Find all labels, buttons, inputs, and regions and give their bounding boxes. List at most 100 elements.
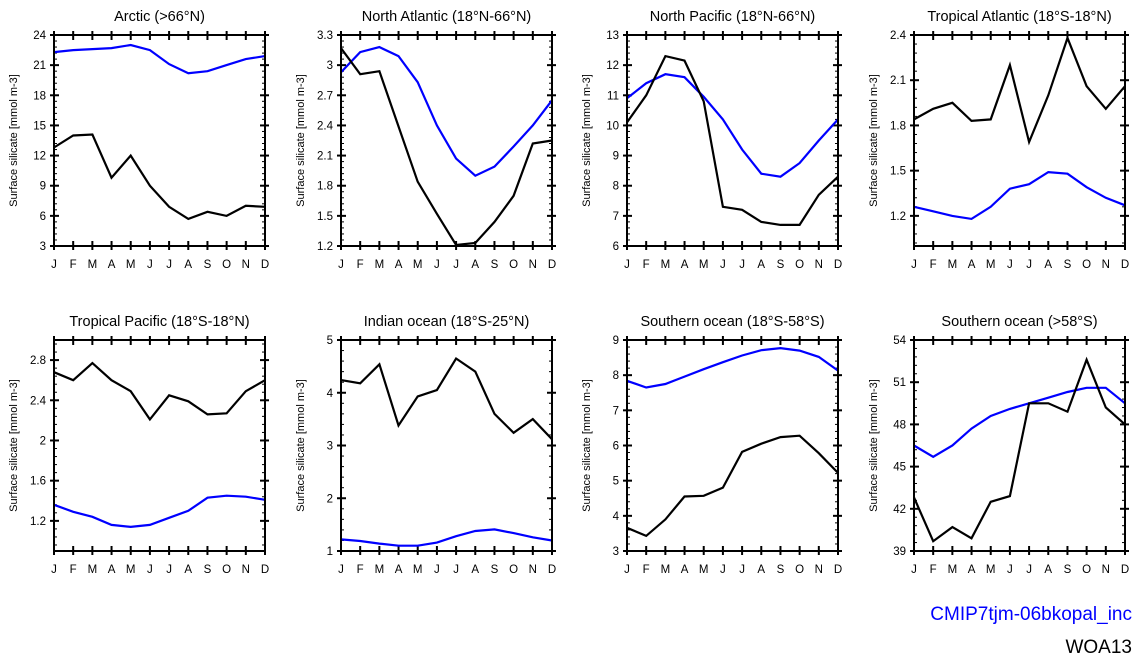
- x-tick-label: F: [70, 259, 77, 271]
- y-tick-label: 12: [33, 151, 46, 163]
- y-tick-label: 3: [327, 60, 333, 72]
- series-line-model: [340, 528, 553, 547]
- panel-7: Southern ocean (18°S-58°S) Surface silica…: [581, 314, 842, 576]
- y-tick-label: 3.3: [317, 30, 333, 42]
- legend-label-observations: WOA13: [1065, 637, 1132, 658]
- y-tick-label: 2.4: [30, 395, 47, 407]
- x-tick-label: A: [395, 564, 403, 576]
- x-tick-label: J: [739, 564, 745, 576]
- y-axis-label: Surface silicate [mmol m-3]: [8, 74, 20, 207]
- panel-title: Southern ocean (>58°S): [941, 314, 1097, 330]
- y-tick-label: 1.5: [890, 166, 906, 178]
- panel-6: Indian ocean (18°S-25°N) Surface silicate…: [295, 314, 556, 576]
- y-tick-label: 10: [606, 120, 619, 132]
- series-line-observations: [340, 356, 553, 440]
- y-tick-label: 45: [893, 462, 906, 474]
- x-tick-label: J: [1007, 259, 1013, 271]
- x-tick-label: O: [795, 564, 804, 576]
- x-tick-label: M: [948, 259, 958, 271]
- plot-frame: [626, 339, 839, 552]
- y-tick-label: 2.7: [317, 90, 333, 102]
- x-tick-label: J: [739, 259, 745, 271]
- y-tick-label: 4: [327, 388, 334, 400]
- y-tick-label: 1.6: [30, 476, 46, 488]
- legend-label-model: CMIP7tjm-06bkopal_inc: [930, 604, 1132, 625]
- x-tick-label: A: [757, 259, 765, 271]
- x-tick-label: O: [509, 564, 518, 576]
- x-tick-label: M: [661, 259, 671, 271]
- x-tick-label: N: [815, 259, 823, 271]
- x-tick-label: A: [757, 564, 765, 576]
- x-tick-label: A: [108, 564, 116, 576]
- x-tick-label: D: [548, 259, 556, 271]
- x-tick-label: S: [204, 564, 212, 576]
- x-tick-label: F: [70, 564, 77, 576]
- y-tick-label: 24: [33, 30, 46, 42]
- y-tick-label: 2: [40, 435, 46, 447]
- x-tick-label: J: [1026, 259, 1032, 271]
- x-tick-label: D: [834, 259, 842, 271]
- y-axis-label: Surface silicate [mmol m-3]: [581, 74, 593, 207]
- panel-5: Tropical Pacific (18°S-18°N) Surface sili…: [8, 314, 269, 576]
- y-tick-label: 3: [40, 241, 46, 253]
- x-tick-label: N: [1102, 259, 1110, 271]
- x-tick-label: J: [453, 564, 459, 576]
- x-tick-label: O: [222, 259, 231, 271]
- y-tick-label: 9: [613, 151, 619, 163]
- x-tick-label: J: [166, 259, 172, 271]
- y-tick-label: 8: [613, 181, 619, 193]
- y-tick-label: 1.5: [317, 211, 333, 223]
- panel-8: Southern ocean (>58°S) Surface silicate […: [868, 314, 1129, 576]
- x-tick-label: O: [1082, 259, 1091, 271]
- x-tick-label: J: [624, 564, 630, 576]
- x-tick-label: O: [795, 259, 804, 271]
- y-tick-label: 18: [33, 90, 46, 102]
- x-tick-label: N: [529, 259, 537, 271]
- x-tick-label: D: [834, 564, 842, 576]
- x-tick-label: F: [930, 564, 937, 576]
- x-tick-label: M: [661, 564, 671, 576]
- y-axis-label: Surface silicate [mmol m-3]: [581, 379, 593, 512]
- x-tick-label: M: [88, 564, 98, 576]
- y-tick-label: 2.4: [890, 30, 907, 42]
- x-tick-label: F: [643, 259, 650, 271]
- series-line-observations: [626, 54, 839, 226]
- x-tick-label: M: [126, 259, 136, 271]
- x-tick-label: F: [357, 259, 364, 271]
- panel-1: Arctic (>66°N) Surface silicate [mmol m-3…: [8, 9, 269, 271]
- y-tick-label: 7: [613, 405, 619, 417]
- y-axis-label: Surface silicate [mmol m-3]: [8, 379, 20, 512]
- x-tick-label: A: [108, 259, 116, 271]
- plot-frame: [913, 34, 1126, 247]
- y-axis-label: Surface silicate [mmol m-3]: [295, 74, 307, 207]
- x-tick-label: M: [88, 259, 98, 271]
- y-tick-label: 2.8: [30, 355, 46, 367]
- x-tick-label: S: [1064, 564, 1072, 576]
- series-line-model: [53, 494, 266, 529]
- y-tick-label: 5: [613, 476, 619, 488]
- plot-frame: [53, 34, 266, 247]
- x-tick-label: A: [395, 259, 403, 271]
- x-tick-label: N: [242, 564, 250, 576]
- y-axis-label: Surface silicate [mmol m-3]: [868, 379, 880, 512]
- series-line-model: [913, 170, 1126, 221]
- x-tick-label: M: [986, 564, 996, 576]
- x-tick-label: J: [911, 259, 917, 271]
- y-tick-label: 2.1: [890, 75, 906, 87]
- x-tick-label: D: [1121, 259, 1129, 271]
- x-tick-label: J: [434, 564, 440, 576]
- panel-title: Tropical Atlantic (18°S-18°N): [927, 9, 1111, 25]
- x-tick-label: J: [720, 259, 726, 271]
- x-tick-label: J: [911, 564, 917, 576]
- series-line-model: [340, 45, 553, 178]
- x-tick-label: D: [548, 564, 556, 576]
- y-tick-label: 4: [613, 511, 620, 523]
- series-line-observations: [913, 34, 1126, 146]
- y-axis-label: Surface silicate [mmol m-3]: [868, 74, 880, 207]
- x-tick-label: J: [1026, 564, 1032, 576]
- y-tick-label: 48: [893, 419, 906, 431]
- y-tick-label: 6: [613, 441, 619, 453]
- y-tick-label: 39: [893, 546, 906, 558]
- x-tick-label: A: [184, 259, 192, 271]
